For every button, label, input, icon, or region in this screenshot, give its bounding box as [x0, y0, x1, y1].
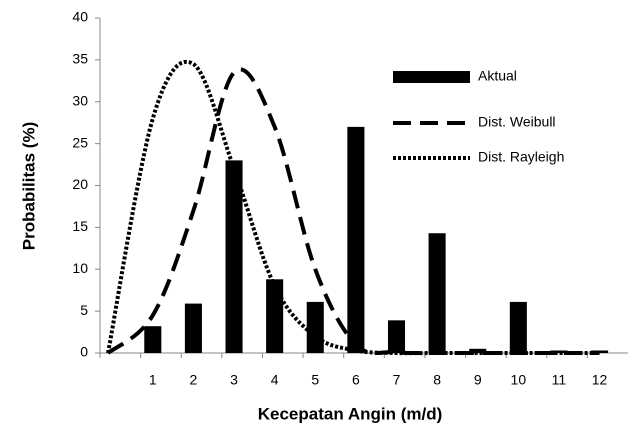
bar: [144, 326, 162, 353]
y-tick-label: 40: [72, 9, 88, 25]
y-tick-label: 35: [72, 51, 88, 67]
y-tick-label: 5: [80, 302, 88, 318]
legend-label: Aktual: [478, 68, 517, 84]
bar: [509, 301, 527, 353]
x-tick-label: 6: [352, 372, 360, 388]
y-tick-label: 25: [72, 134, 88, 150]
y-tick-label: 10: [72, 260, 88, 276]
bar: [184, 303, 202, 353]
legend-label: Dist. Rayleigh: [478, 149, 564, 165]
y-tick-label: 20: [72, 176, 88, 192]
bar: [266, 279, 284, 353]
bar: [347, 126, 365, 353]
line: [106, 59, 600, 356]
x-axis-label: Kecepatan Angin (m/d): [258, 404, 443, 423]
legend-swatch: [393, 71, 470, 83]
x-tick-label: 8: [433, 372, 441, 388]
x-tick-label: 10: [511, 372, 527, 388]
x-tick-label: 5: [311, 372, 319, 388]
bar: [550, 350, 568, 353]
bar: [387, 320, 406, 353]
x-tick-label: 2: [190, 372, 198, 388]
x-tick-label: 3: [230, 372, 238, 388]
x-tick-label: 4: [271, 372, 279, 388]
x-tick-label: 1: [149, 372, 157, 388]
bar: [469, 348, 487, 353]
line: [106, 67, 600, 356]
y-tick-label: 30: [72, 92, 88, 108]
x-tick-label: 11: [552, 372, 567, 388]
y-axis-label: Probabilitas (%): [19, 122, 38, 250]
y-tick-label: 15: [72, 218, 88, 234]
legend-label: Dist. Weibull: [478, 114, 556, 130]
bar: [225, 160, 243, 353]
bar: [428, 233, 446, 353]
x-tick-label: 9: [474, 372, 482, 388]
x-tick-label: 7: [393, 372, 401, 388]
y-tick-label: 0: [80, 344, 88, 360]
x-tick-label: 12: [592, 372, 608, 388]
bar: [306, 301, 324, 353]
